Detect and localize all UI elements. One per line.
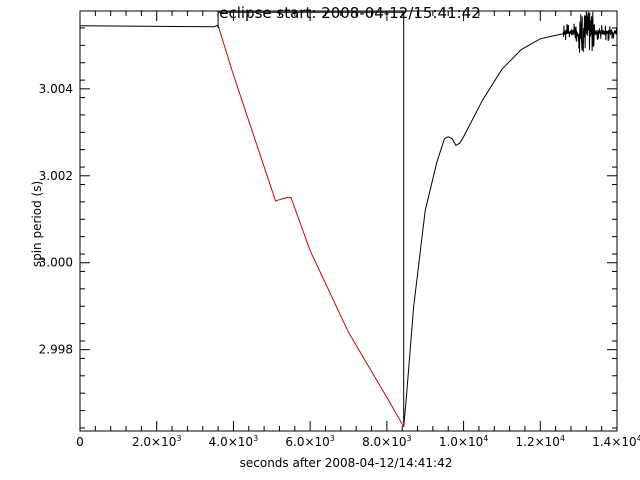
x-tick-label: 0 (76, 435, 84, 449)
x-tick-label: 8.0×103 (362, 434, 412, 449)
y-tick-label: 2.998 (39, 343, 73, 357)
y-axis-label: spin period (s) (30, 181, 44, 267)
series-pre-eclipse (79, 24, 220, 29)
x-tick-label: 1.2×104 (516, 434, 566, 449)
chart-title: eclipse start: 2008-04-12/15:41:42 (219, 4, 481, 22)
x-tick-label: 1.0×104 (439, 434, 489, 449)
series-recovery (403, 32, 568, 427)
y-tick-label: 3.002 (39, 169, 73, 183)
x-tick-label: 1.4×104 (592, 434, 640, 449)
series-noisy-tail (562, 11, 618, 53)
x-tick-label: 2.0×103 (132, 434, 182, 449)
tick-labels: 0 2.0×103 4.0×103 6.0×103 8.0×103 1.0×104 1.2×… (39, 82, 640, 449)
plot-frame (79, 10, 618, 432)
x-tick-label: 6.0×103 (285, 434, 335, 449)
axis-ticks (79, 11, 618, 431)
data-series (79, 11, 618, 427)
y-tick-label: 3.004 (39, 82, 73, 96)
y-tick-label: 3.000 (39, 256, 73, 270)
series-eclipse (218, 27, 405, 427)
series-step (217, 11, 405, 424)
x-tick-label: 4.0×103 (209, 434, 259, 449)
x-axis-label: seconds after 2008-04-12/14:41:42 (240, 456, 453, 470)
